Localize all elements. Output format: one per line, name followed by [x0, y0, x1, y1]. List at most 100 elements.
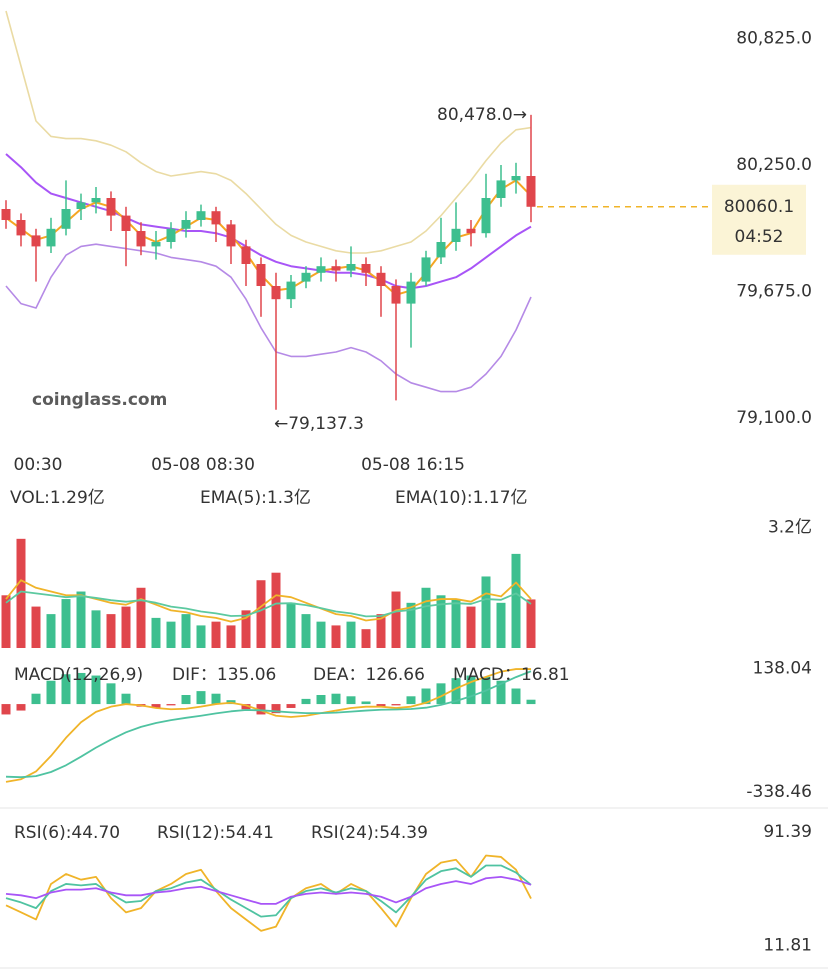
macd-bar: [316, 695, 326, 705]
indicator-line: [5, 670, 532, 779]
volume-bar: [211, 621, 221, 648]
macd-bar: [301, 698, 311, 705]
candle-body: [526, 176, 536, 207]
indicator-title: MACD(12,26,9): [14, 665, 143, 685]
candle-body: [106, 198, 116, 216]
volume-bar: [1, 595, 11, 648]
candle-body: [226, 224, 236, 247]
volume-bar: [76, 591, 86, 648]
candle-body: [166, 228, 176, 242]
indicator-line: [5, 875, 532, 905]
macd-bar: [286, 704, 296, 708]
macd-bar: [466, 675, 476, 705]
candle-body: [46, 228, 56, 247]
max-annotation: 80,478.0→: [437, 105, 527, 125]
macd-bar: [406, 696, 416, 705]
y-tick-label: 79,675.0: [736, 282, 812, 302]
volume-bar: [376, 614, 386, 648]
legend-entry: RSI(24):54.39: [311, 823, 428, 843]
volume-bar: [466, 606, 476, 648]
macd-bar: [31, 693, 41, 705]
legend-entry: EMA(5):1.3亿: [200, 488, 311, 508]
candle-body: [196, 211, 206, 220]
candle-body: [376, 272, 386, 286]
volume-bar: [46, 614, 56, 648]
macd-bar: [346, 696, 356, 705]
macd-bar: [451, 678, 461, 705]
candle-body: [211, 211, 221, 225]
min-annotation: ←79,137.3: [274, 414, 364, 434]
volume-bar: [136, 587, 146, 648]
candle-body: [136, 231, 146, 247]
indicator-line: [5, 854, 532, 932]
countdown: 04:52: [735, 227, 784, 247]
macd-bar: [151, 704, 161, 708]
macd-bar: [496, 680, 506, 705]
candle-body: [256, 264, 266, 286]
watermark: coinglass.com: [32, 390, 167, 410]
candle-body: [286, 281, 296, 300]
volume-bar: [481, 576, 491, 648]
candle-body: [406, 281, 416, 304]
volume-bar: [421, 587, 431, 648]
legend-entry: DIF：135.06: [172, 665, 276, 685]
macd-bar: [46, 680, 56, 705]
indicator-line: [5, 10, 532, 254]
macd-bar: [91, 675, 101, 705]
macd-bar: [16, 704, 26, 711]
volume-bar: [121, 606, 131, 648]
candle-body: [481, 198, 491, 234]
macd-bar: [421, 688, 431, 705]
macd-bar: [166, 704, 176, 706]
candle-body: [181, 220, 191, 229]
volume-bar: [436, 595, 446, 648]
legend-entry: RSI(6):44.70: [14, 823, 120, 843]
candle-body: [346, 264, 356, 271]
volume-bar: [451, 599, 461, 648]
y-tick-label: -338.46: [746, 782, 812, 802]
volume-bar: [331, 625, 341, 648]
volume-bar: [316, 621, 326, 648]
macd-bar: [331, 693, 341, 705]
macd-bar: [196, 691, 206, 705]
indicator-line: [5, 243, 532, 393]
y-tick-label: 79,100.0: [736, 408, 812, 428]
macd-bar: [271, 704, 281, 714]
legend-entry: RSI(12):54.41: [157, 823, 274, 843]
volume-bar: [196, 625, 206, 648]
macd-bar: [391, 704, 401, 706]
volume-bar: [91, 610, 101, 648]
volume-bar: [226, 625, 236, 648]
candle-body: [316, 266, 326, 273]
volume-bar: [286, 602, 296, 648]
y-tick-label: 80,825.0: [736, 29, 812, 49]
macd-bar: [526, 699, 536, 705]
indicator-line: [5, 864, 532, 918]
macd-bar: [106, 683, 116, 705]
y-tick-label: 138.04: [753, 658, 812, 678]
y-tick-label: 91.39: [763, 822, 812, 842]
candle-body: [76, 202, 86, 209]
candle-body: [466, 228, 476, 234]
candle-body: [121, 215, 131, 231]
macd-bar: [256, 704, 266, 715]
macd-bar: [61, 674, 71, 705]
volume-bar: [406, 602, 416, 648]
macd-bar: [121, 693, 131, 705]
indicator-line: [5, 668, 532, 783]
candle-body: [511, 176, 521, 181]
x-tick-label: 05-08 16:15: [361, 455, 465, 475]
candle-body: [361, 264, 371, 273]
volume-bar: [106, 614, 116, 648]
macd-bar: [511, 688, 521, 705]
volume-bar: [31, 606, 41, 648]
last-price-label: 80060.1: [724, 197, 794, 217]
candle-body: [61, 209, 71, 229]
volume-bar: [361, 629, 371, 648]
volume-bar: [151, 617, 161, 648]
volume-bar: [526, 599, 536, 648]
candle-body: [421, 257, 431, 282]
volume-bar: [166, 621, 176, 648]
